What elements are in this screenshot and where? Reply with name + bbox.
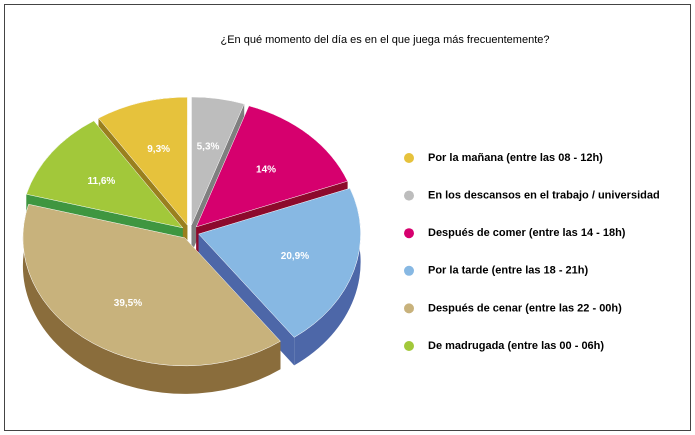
legend-swatch	[404, 265, 414, 276]
pie-tops	[22, 96, 361, 367]
slice	[22, 203, 281, 367]
slice	[26, 120, 184, 229]
slice	[98, 96, 188, 226]
legend-label: Después de comer (entre las 14 - 18h)	[428, 227, 626, 239]
data-label: 14%	[256, 164, 276, 175]
legend-label: Después de cenar (entre las 22 - 00h)	[428, 302, 622, 314]
legend-swatch	[404, 341, 414, 351]
slice	[198, 187, 361, 338]
legend-swatch	[404, 190, 414, 201]
slice-side	[22, 204, 281, 394]
slice	[191, 96, 245, 226]
legend-label: De madrugada (entre las 00 - 06h)	[428, 340, 604, 352]
data-label: 39,5%	[114, 298, 142, 309]
chart-title: ¿En qué momento del día es en el que jue…	[221, 34, 550, 46]
data-label: 20,9%	[281, 251, 309, 262]
data-label: 9,3%	[147, 144, 170, 155]
legend-label: Por la tarde (entre las 18 - 21h)	[428, 265, 589, 277]
legend-label: Por la mañana (entre las 08 - 12h)	[428, 152, 603, 164]
slice	[195, 105, 348, 228]
data-label: 5,3%	[197, 141, 220, 152]
legend-label: En los descansos en el trabajo / univers…	[428, 190, 660, 202]
legend-swatch	[404, 153, 414, 163]
legend-swatch	[404, 228, 414, 239]
legend-swatch	[404, 303, 414, 314]
data-label: 11,6%	[88, 176, 116, 187]
